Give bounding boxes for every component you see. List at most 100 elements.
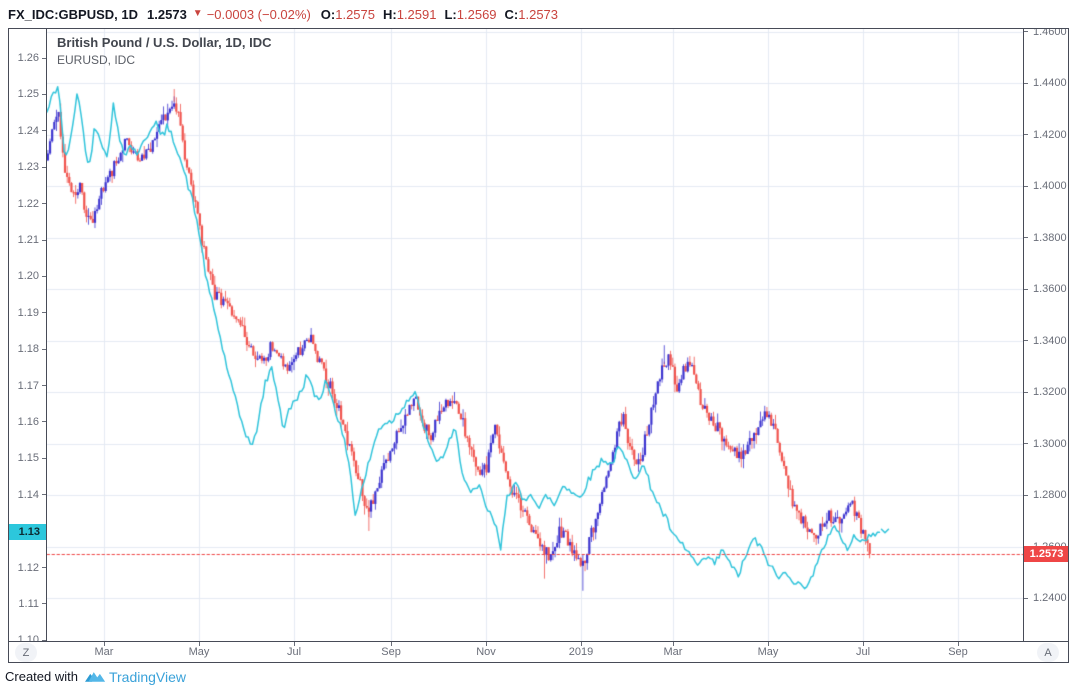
left-axis-tickmark — [42, 166, 46, 168]
close-value: 1.2573 — [518, 6, 559, 22]
ohlc-values: O:1.2575 H:1.2591 L:1.2569 C:1.2573 — [321, 7, 566, 22]
time-axis-tickmark — [580, 642, 582, 646]
chart-frame: British Pound / U.S. Dollar, 1D, IDC EUR… — [8, 28, 1069, 663]
left-axis-tick-label: 1.16 — [17, 415, 39, 428]
right-axis-tick-label: 1.3400 — [1033, 334, 1067, 347]
left-axis-tickmark — [42, 348, 46, 350]
time-axis-label: Jul — [286, 646, 302, 658]
tradingview-brand-link[interactable]: TradingView — [108, 668, 187, 685]
left-axis-tickmark — [42, 239, 46, 241]
right-axis-tickmark — [1024, 31, 1028, 33]
left-axis-tick-label: 1.24 — [17, 124, 39, 137]
right-axis-tickmark — [1024, 443, 1028, 445]
open-value: 1.2575 — [335, 6, 375, 22]
time-axis-label: May — [757, 646, 779, 658]
left-axis-tick-label: 1.18 — [17, 343, 39, 356]
time-axis-tickmark — [673, 642, 674, 646]
compare-series-title: EURUSD, IDC — [57, 53, 136, 67]
high-value: 1.2591 — [396, 6, 437, 22]
right-axis-tick-label: 1.4600 — [1033, 29, 1067, 38]
left-axis-tickmark — [42, 603, 46, 605]
left-axis-tickmark — [42, 57, 46, 59]
left-axis-tickmark — [42, 457, 46, 459]
left-axis-tick-label: 1.10 — [17, 634, 39, 641]
left-axis-tick-label: 1.23 — [17, 161, 39, 174]
left-axis-tickmark — [42, 385, 46, 387]
left-axis-tick-label: 1.17 — [17, 379, 39, 392]
left-axis-tickmark — [42, 567, 46, 568]
right-price-scale[interactable]: 1.2573 1.4600 1.4400 1.4200 1.4000 1.3800 1.3… — [1023, 29, 1068, 641]
left-axis-tickmark — [42, 93, 46, 95]
left-axis-tickmark — [42, 130, 46, 132]
auto-scale-button[interactable]: A — [1037, 643, 1059, 662]
time-axis-label: Nov — [476, 646, 496, 658]
right-axis-tick-label: 1.2400 — [1033, 592, 1067, 605]
right-axis-tick-label: 1.4200 — [1033, 128, 1067, 141]
right-axis-tick-label: 1.2800 — [1033, 489, 1067, 502]
left-price-scale[interactable]: 1.13 1.26 1.25 1.24 1.23 1.22 1.21 1.20 1.19 1.1… — [9, 29, 47, 641]
left-axis-tick-label: 1.25 — [17, 88, 39, 101]
left-axis-tickmark — [42, 494, 46, 496]
left-axis-tick-label: 1.11 — [18, 597, 39, 610]
right-axis-tickmark — [1024, 288, 1028, 290]
time-axis-tickmark — [486, 642, 487, 646]
time-axis-label: Sep — [948, 646, 968, 658]
price-down-arrow-icon: ▼ — [192, 7, 203, 19]
right-axis-tickmark — [1024, 340, 1028, 342]
time-axis-tickmark — [767, 642, 769, 646]
left-axis-tickmark — [42, 421, 46, 423]
compare-price-flag: 1.13 — [9, 524, 46, 541]
time-axis-tickmark — [391, 642, 393, 646]
left-axis-tick-label: 1.20 — [17, 270, 39, 283]
right-axis-tick-label: 1.4000 — [1033, 180, 1067, 193]
right-axis-tickmark — [1024, 597, 1028, 599]
created-with-text: Created with — [5, 669, 78, 684]
open-label: O: — [320, 6, 336, 22]
low-label: L: — [444, 6, 457, 22]
time-axis-tickmark — [294, 642, 296, 646]
left-axis-tick-label: 1.21 — [17, 234, 39, 247]
left-axis-tickmark — [42, 312, 46, 314]
last-price-flag: 1.2573 — [1024, 545, 1068, 562]
symbol-title: FX_IDC:GBPUSD, 1D — [8, 6, 139, 22]
time-axis-tickmark — [957, 642, 959, 646]
close-label: C: — [504, 6, 519, 22]
time-axis-label: Mar — [94, 646, 114, 658]
main-series-title: British Pound / U.S. Dollar, 1D, IDC — [57, 35, 272, 50]
timezone-button[interactable]: Z — [15, 643, 37, 662]
symbol-quote-bar: FX_IDC:GBPUSD, 1D 1.2573 ▼ −0.0003 (−0.0… — [8, 0, 1078, 28]
left-axis-tick-label: 1.14 — [17, 488, 39, 501]
right-axis-tick-label: 1.4400 — [1033, 77, 1067, 90]
left-axis-tick-label: 1.15 — [17, 452, 39, 465]
right-axis-tickmark — [1024, 185, 1028, 187]
time-axis-label: Mar — [663, 646, 683, 658]
time-scale[interactable]: Z A Mar May Jul Sep Nov 2019 Mar May Jul Sep — [9, 641, 1068, 662]
left-axis-tickmark — [42, 203, 46, 205]
time-axis-label: 2019 — [568, 646, 594, 658]
time-axis-tickmark — [198, 642, 200, 646]
time-axis-tickmark — [863, 642, 865, 646]
low-value: 1.2569 — [456, 6, 497, 22]
price-chart-pane[interactable] — [47, 29, 1023, 641]
right-axis-tick-label: 1.3000 — [1033, 437, 1067, 450]
left-axis-tickmark — [42, 639, 46, 641]
left-axis-tick-label: 1.22 — [17, 197, 39, 210]
right-axis-tick-label: 1.3800 — [1033, 231, 1067, 244]
tradingview-logo-icon — [84, 672, 106, 682]
last-price: 1.2573 — [147, 6, 187, 22]
right-axis-tick-label: 1.3600 — [1033, 283, 1067, 296]
footer: Created with TradingView — [5, 665, 186, 688]
time-axis-label: Sep — [381, 646, 401, 658]
high-label: H: — [383, 6, 397, 22]
left-axis-tickmark — [42, 275, 46, 277]
left-axis-tick-label: 1.19 — [17, 306, 39, 319]
price-change: −0.0003 (−0.02%) — [206, 6, 311, 22]
chart-legend[interactable]: British Pound / U.S. Dollar, 1D, IDC EUR… — [57, 35, 272, 68]
right-axis-tickmark — [1024, 391, 1028, 393]
left-axis-tick-label: 1.26 — [17, 52, 39, 65]
right-axis-tickmark — [1024, 494, 1028, 496]
right-axis-tickmark — [1024, 237, 1028, 239]
right-axis-tickmark — [1024, 82, 1028, 84]
right-axis-tick-label: 1.3200 — [1033, 386, 1067, 399]
